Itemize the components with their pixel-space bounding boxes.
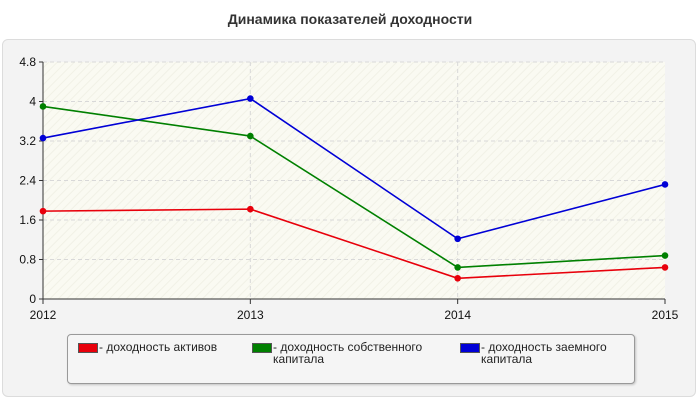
chart-title: Динамика показателей доходности [227, 11, 473, 27]
y-tick-label: 3.2 [19, 134, 36, 148]
data-point-0-2 [454, 274, 461, 282]
data-point-2-0 [39, 134, 47, 142]
data-point-1-1 [247, 132, 254, 140]
data-point-0-3 [661, 264, 669, 271]
data-point-2-3 [661, 181, 669, 188]
legend-swatch-equity [252, 343, 272, 353]
y-tick-label: 4 [29, 95, 36, 109]
data-point-1-3 [661, 252, 669, 259]
data-point-1-0 [39, 103, 47, 110]
legend-swatch-debt [460, 343, 480, 353]
data-point-0-1 [247, 205, 254, 213]
x-tick-label: 2014 [444, 308, 471, 322]
series-line-2 [42, 97, 666, 240]
data-point-2-2 [454, 235, 461, 243]
y-tick-label: 1.6 [19, 213, 36, 227]
data-point-1-2 [454, 264, 461, 271]
legend: - доходность активов - доходность собств… [67, 334, 635, 384]
legend-label-equity: - доходность собственного капитала [273, 340, 423, 366]
y-tick-label: 0 [29, 292, 36, 306]
x-tick-label: 2012 [30, 308, 57, 322]
legend-label-debt: - доходность заемного капитала [481, 340, 607, 366]
y-tick-label: 0.8 [19, 253, 36, 267]
series-line-1 [42, 105, 666, 269]
y-tick-label: 2.4 [19, 174, 36, 188]
data-point-2-1 [247, 95, 254, 102]
data-point-0-0 [39, 207, 47, 215]
x-tick-label: 2013 [237, 308, 264, 322]
y-tick-label: 4.8 [19, 55, 36, 69]
series-line-0 [42, 208, 666, 280]
x-tick-label: 2015 [652, 308, 679, 322]
legend-label-assets: - доходность активов [99, 340, 218, 354]
legend-swatch-assets [78, 343, 98, 353]
